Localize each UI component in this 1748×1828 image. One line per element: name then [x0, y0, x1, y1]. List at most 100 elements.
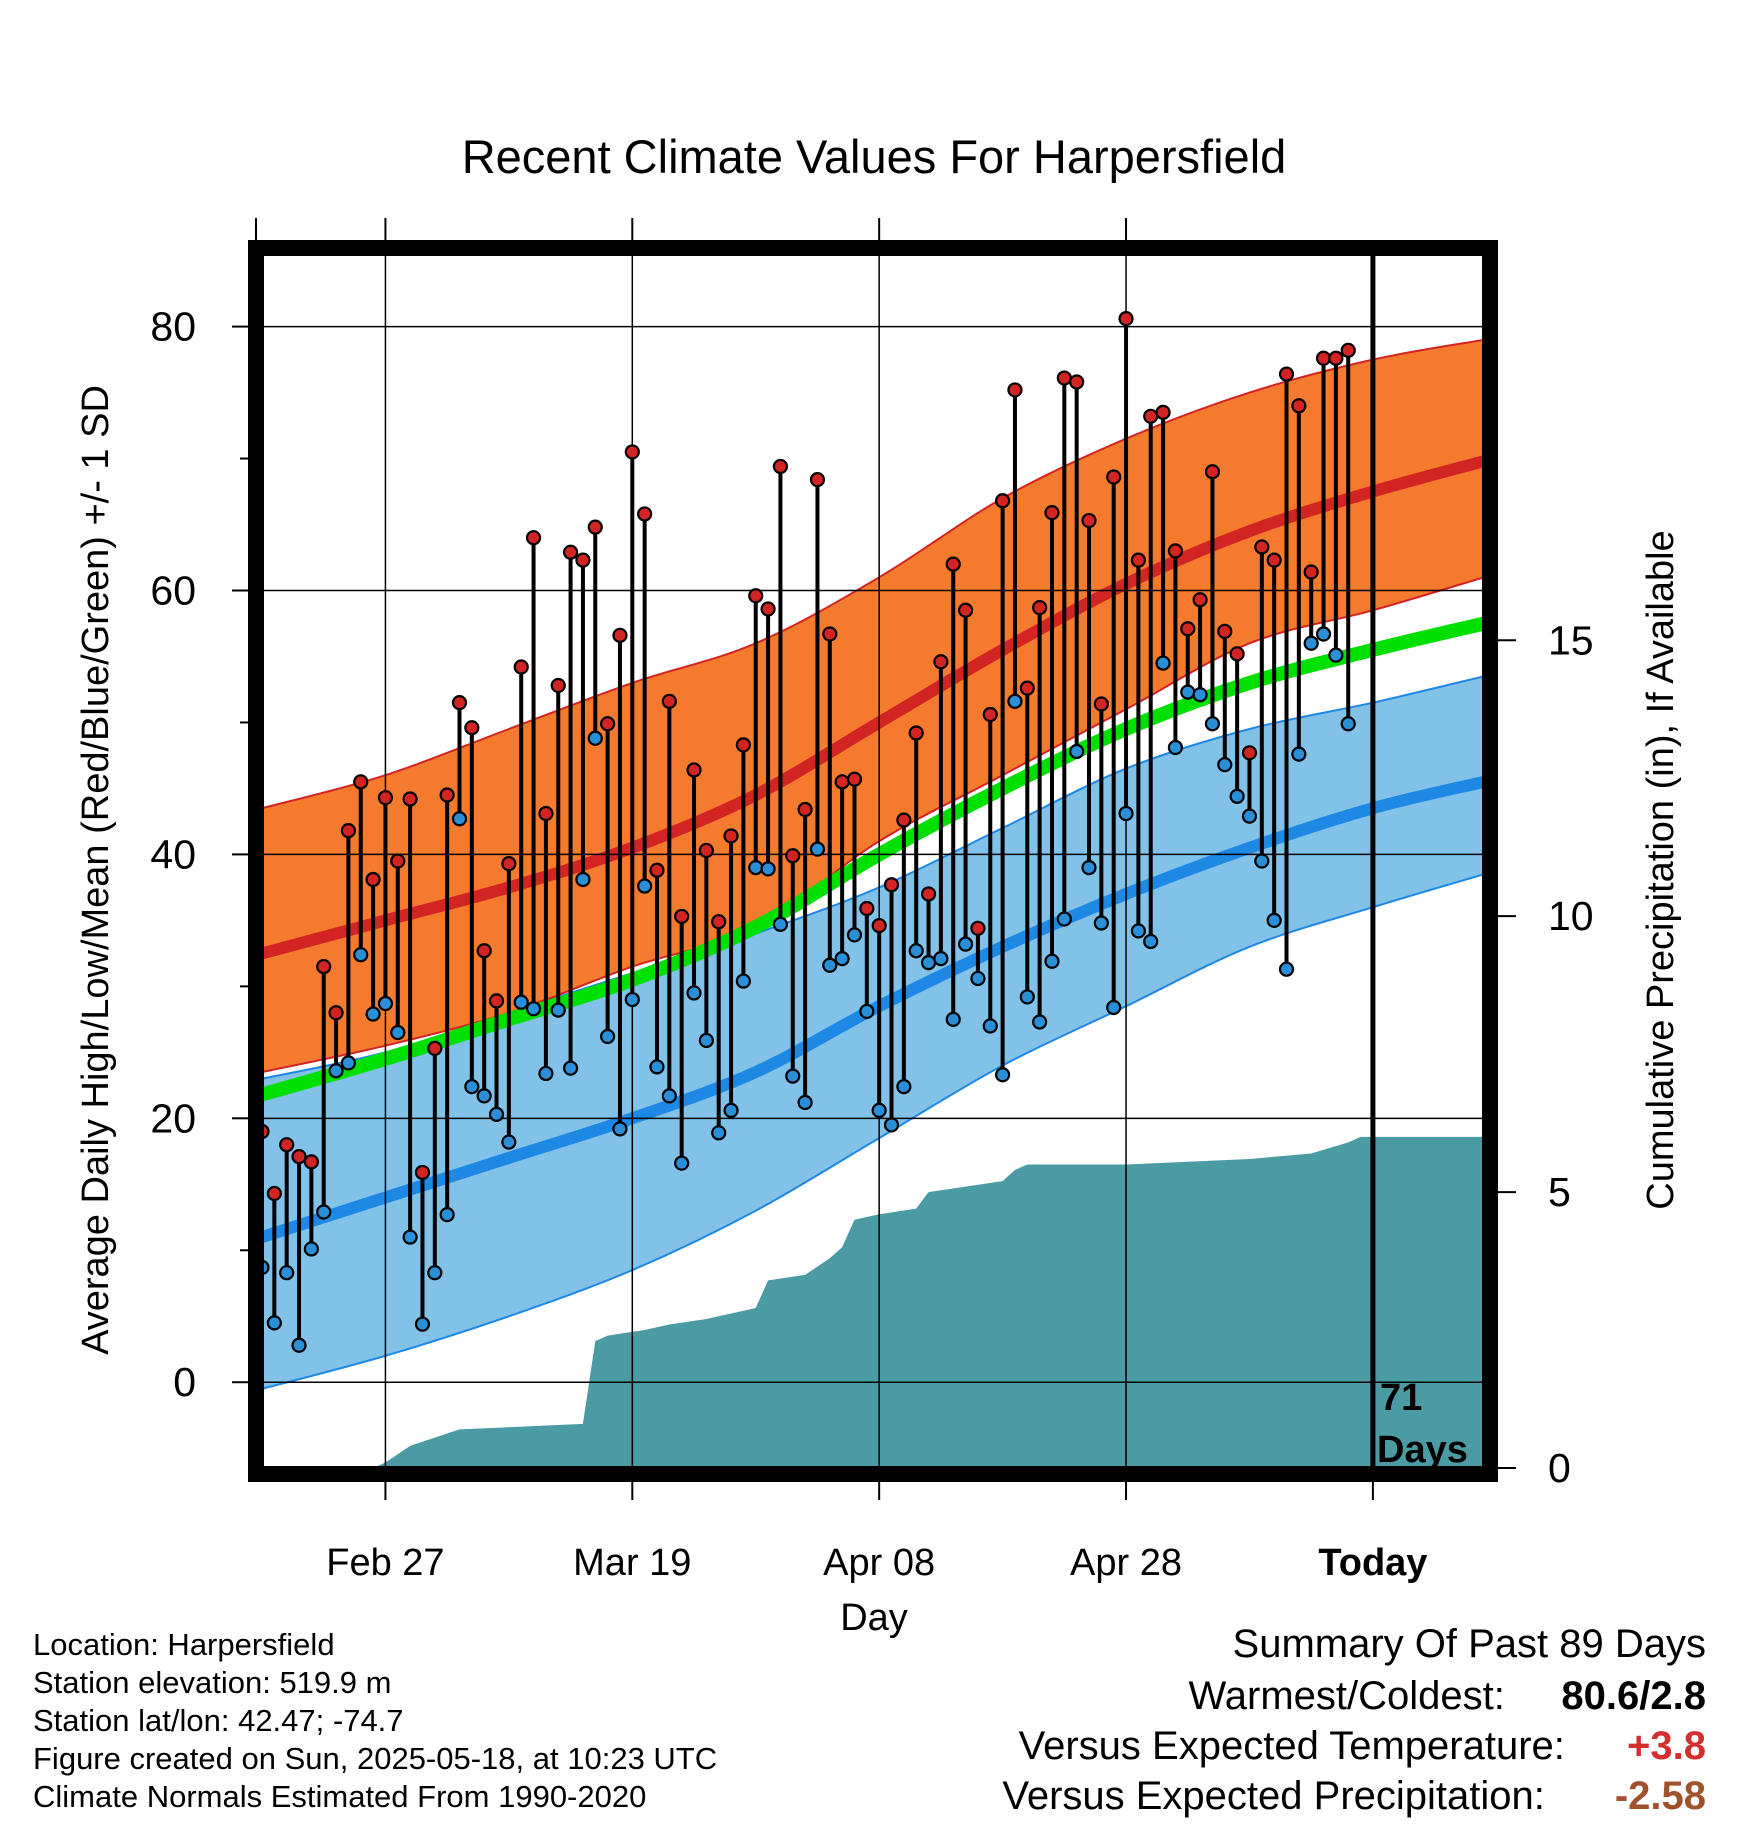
day-7-obs	[340, 823, 357, 1071]
day-10-obs	[377, 790, 394, 1012]
high-point	[600, 716, 616, 732]
day-6-obs	[328, 1005, 344, 1079]
day-85-obs	[1303, 564, 1319, 651]
low-point	[279, 1265, 295, 1281]
day-66-obs	[1069, 374, 1085, 760]
low-point	[353, 947, 369, 963]
y2-tick-label-2: 10	[1548, 893, 1594, 939]
high-point	[822, 626, 838, 642]
low-point	[1056, 911, 1072, 927]
low-point	[1180, 684, 1196, 700]
high-point	[439, 787, 455, 803]
day-67-obs	[1081, 512, 1097, 876]
low-point	[1130, 923, 1146, 939]
low-point	[637, 878, 653, 894]
low-point	[735, 973, 751, 989]
day-78-obs	[1217, 623, 1233, 773]
day-36-obs	[698, 842, 714, 1049]
high-point	[933, 654, 949, 670]
day-12-obs	[402, 791, 418, 1245]
high-point	[488, 993, 505, 1009]
day-61-obs	[1007, 382, 1023, 709]
low-point	[575, 871, 591, 888]
location-text: Location: Harpersfield	[33, 1627, 335, 1662]
low-point	[525, 1001, 542, 1017]
low-point	[822, 957, 838, 973]
day-48-obs	[846, 771, 863, 943]
day-14-obs	[427, 1040, 443, 1281]
high-point	[550, 677, 566, 694]
day-84-obs	[1291, 398, 1307, 762]
day-21-obs	[513, 659, 529, 1010]
day-40-obs	[748, 588, 764, 876]
low-point	[933, 951, 949, 967]
high-point	[896, 812, 912, 828]
low-point	[451, 811, 468, 827]
x-tick-label-3: Apr 28	[1070, 1542, 1182, 1584]
high-point	[303, 1154, 319, 1170]
low-point	[377, 995, 394, 1012]
x-tick-label-2: Apr 08	[823, 1542, 935, 1584]
day-13-obs	[414, 1164, 431, 1332]
day-27-obs	[587, 519, 603, 746]
low-point	[809, 841, 826, 857]
high-point	[427, 1040, 443, 1056]
high-normal-band	[262, 338, 1484, 1074]
day-72-obs	[1143, 408, 1159, 950]
low-point	[1044, 953, 1060, 969]
low-point	[1143, 933, 1159, 950]
high-point	[1093, 696, 1109, 712]
low-point	[945, 1011, 961, 1027]
low-point	[587, 730, 603, 746]
high-point	[1106, 469, 1122, 485]
low-point	[995, 1067, 1011, 1083]
low-point	[303, 1241, 319, 1257]
grid	[262, 248, 1484, 1468]
y-tick-label-1: 20	[150, 1095, 196, 1141]
latlon-text: Station lat/lon: 42.47; -74.7	[33, 1703, 404, 1738]
y2-tick-label-0: 0	[1548, 1445, 1571, 1491]
day-3-obs	[291, 1148, 307, 1353]
day-2-obs	[279, 1137, 295, 1281]
day-63-obs	[1032, 600, 1048, 1030]
daily-observations	[254, 311, 1356, 1353]
high-point	[1315, 350, 1332, 366]
day-5-obs	[316, 958, 332, 1220]
low-point	[612, 1121, 628, 1137]
low-point	[920, 955, 937, 971]
high-point	[957, 602, 974, 618]
high-point	[1056, 370, 1072, 386]
high-point	[575, 552, 591, 568]
day-71-obs	[1130, 552, 1146, 939]
high-point	[562, 544, 579, 560]
high-point	[1192, 592, 1208, 608]
high-point	[945, 556, 961, 572]
low-point	[1093, 915, 1109, 931]
high-point	[834, 774, 850, 790]
high-point	[501, 856, 517, 872]
day-25-obs	[562, 544, 579, 1076]
low-point	[760, 861, 776, 877]
high-point	[883, 877, 900, 893]
low-point	[1303, 635, 1319, 651]
low-point	[908, 943, 924, 959]
low-point	[871, 1102, 887, 1118]
day-52-obs	[896, 812, 912, 1095]
x-tick-label-4: Today	[1318, 1542, 1427, 1584]
high-point	[414, 1164, 431, 1181]
low-point	[538, 1065, 554, 1082]
day-26-obs	[575, 552, 591, 888]
high-point	[661, 693, 677, 709]
high-point	[1032, 600, 1048, 616]
high-point	[1019, 680, 1035, 696]
day-43-obs	[785, 848, 801, 1084]
day-32-obs	[649, 862, 665, 1075]
high-point	[390, 853, 406, 869]
low-point	[698, 1032, 714, 1049]
low-point	[1118, 805, 1134, 822]
high-point	[772, 458, 789, 475]
low-point	[439, 1207, 455, 1223]
low-point	[1266, 912, 1282, 928]
low-point	[390, 1024, 406, 1041]
day-35-obs	[686, 762, 702, 1001]
